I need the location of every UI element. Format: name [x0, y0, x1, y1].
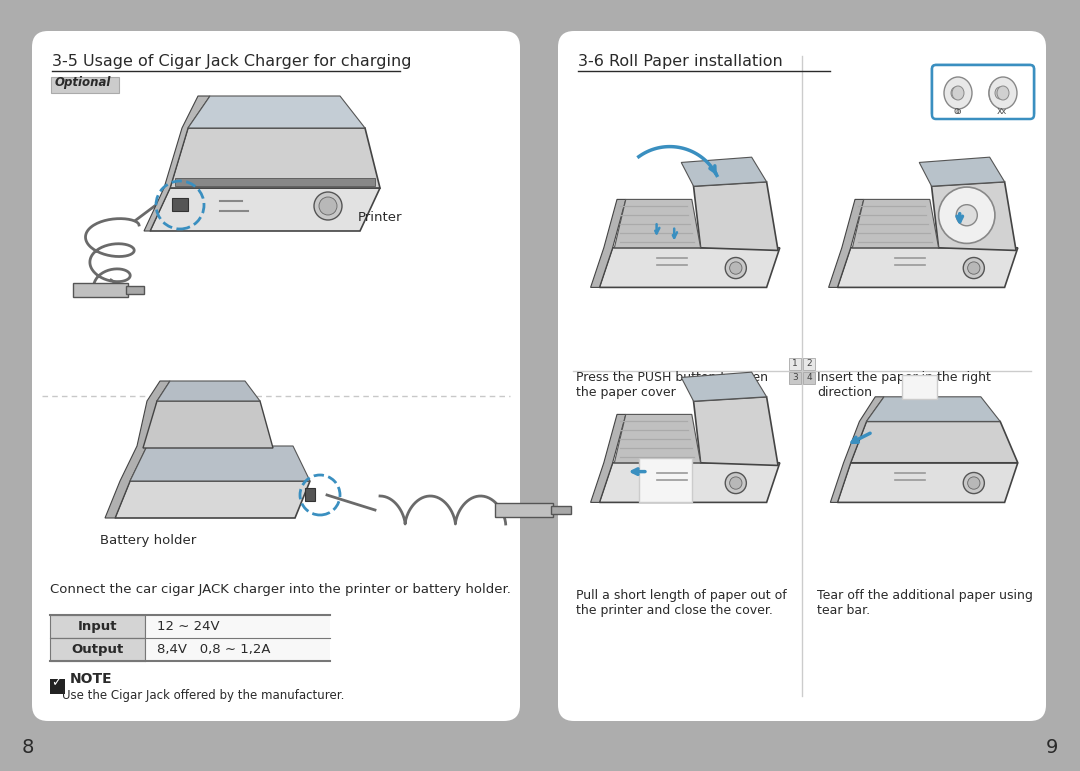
Text: o: o	[955, 107, 961, 116]
Text: 3-5 Usage of Cigar Jack Charger for charging: 3-5 Usage of Cigar Jack Charger for char…	[52, 54, 411, 69]
Circle shape	[963, 258, 984, 278]
Circle shape	[730, 477, 742, 490]
Ellipse shape	[944, 77, 972, 109]
Polygon shape	[693, 182, 778, 251]
Text: 8,4V   0,8 ∼ 1,2A: 8,4V 0,8 ∼ 1,2A	[157, 643, 270, 656]
Bar	[145, 615, 330, 638]
Circle shape	[726, 258, 746, 278]
Circle shape	[956, 204, 977, 226]
Ellipse shape	[989, 79, 1011, 107]
Text: 3-6 Roll Paper installation: 3-6 Roll Paper installation	[578, 54, 783, 69]
FancyBboxPatch shape	[932, 65, 1034, 117]
Text: Connect the car cigar JACK charger into the printer or battery holder.: Connect the car cigar JACK charger into …	[50, 583, 511, 596]
Text: ✓: ✓	[52, 676, 62, 689]
Circle shape	[726, 473, 746, 493]
Text: Pull a short length of paper out of
the printer and close the cover.: Pull a short length of paper out of the …	[576, 589, 786, 617]
Text: Press the PUSH button to open
the paper cover: Press the PUSH button to open the paper …	[576, 371, 768, 399]
Polygon shape	[681, 372, 767, 401]
Bar	[126, 286, 144, 294]
Text: NOTE: NOTE	[70, 672, 112, 686]
Circle shape	[968, 262, 980, 274]
Ellipse shape	[945, 79, 967, 107]
Text: Printer: Printer	[357, 211, 403, 224]
Polygon shape	[837, 247, 1017, 288]
Polygon shape	[591, 414, 625, 503]
Ellipse shape	[951, 86, 964, 100]
Bar	[50, 679, 65, 694]
Polygon shape	[919, 157, 1004, 187]
Polygon shape	[693, 397, 778, 466]
Bar	[51, 77, 119, 93]
Polygon shape	[172, 198, 188, 211]
Bar	[804, 358, 815, 370]
Circle shape	[314, 192, 342, 220]
Polygon shape	[902, 375, 936, 399]
Text: Insert the paper in the right
direction: Insert the paper in the right direction	[816, 371, 990, 399]
Polygon shape	[599, 247, 780, 288]
Text: Output: Output	[71, 643, 123, 656]
Text: Optional: Optional	[55, 76, 111, 89]
Bar	[804, 372, 815, 384]
Bar	[73, 283, 129, 297]
Polygon shape	[851, 422, 1017, 463]
Polygon shape	[170, 128, 380, 188]
Polygon shape	[615, 200, 701, 247]
Circle shape	[963, 473, 984, 493]
FancyBboxPatch shape	[932, 65, 1034, 119]
Polygon shape	[150, 188, 380, 231]
Bar	[50, 638, 145, 661]
Bar	[50, 615, 145, 638]
FancyBboxPatch shape	[558, 31, 1047, 721]
Text: 12 ∼ 24V: 12 ∼ 24V	[157, 620, 219, 633]
Polygon shape	[866, 397, 1000, 422]
Ellipse shape	[951, 87, 961, 99]
Text: 4: 4	[806, 373, 812, 382]
Text: Input: Input	[78, 620, 118, 633]
Bar	[789, 358, 801, 370]
Text: Tear off the additional paper using
tear bar.: Tear off the additional paper using tear…	[816, 589, 1032, 617]
Circle shape	[939, 187, 995, 244]
Bar	[551, 506, 571, 514]
Text: 1: 1	[792, 359, 798, 369]
Polygon shape	[143, 401, 273, 448]
Polygon shape	[639, 459, 692, 503]
Ellipse shape	[989, 77, 1017, 109]
Text: x: x	[1000, 107, 1005, 116]
Polygon shape	[591, 200, 625, 288]
Text: o: o	[953, 106, 959, 116]
Bar	[145, 638, 330, 661]
Bar	[789, 372, 801, 384]
Polygon shape	[305, 488, 315, 501]
Polygon shape	[114, 481, 310, 518]
Polygon shape	[681, 157, 767, 187]
Text: 3: 3	[792, 373, 798, 382]
Polygon shape	[130, 446, 310, 481]
Text: 8: 8	[22, 738, 35, 757]
Polygon shape	[105, 381, 170, 518]
Text: 2: 2	[806, 359, 812, 369]
Polygon shape	[932, 182, 1016, 251]
Text: Use the Cigar Jack offered by the manufacturer.: Use the Cigar Jack offered by the manufa…	[62, 689, 345, 702]
Text: Battery holder: Battery holder	[100, 534, 197, 547]
Circle shape	[730, 262, 742, 274]
FancyBboxPatch shape	[32, 31, 519, 721]
Bar	[495, 503, 553, 517]
Text: 9: 9	[1045, 738, 1058, 757]
Polygon shape	[157, 381, 260, 401]
Polygon shape	[828, 200, 864, 288]
Polygon shape	[599, 463, 780, 503]
Polygon shape	[188, 96, 365, 128]
Polygon shape	[144, 96, 210, 231]
Polygon shape	[837, 463, 1017, 503]
Circle shape	[319, 197, 337, 215]
Polygon shape	[852, 200, 939, 247]
Text: x: x	[997, 106, 1003, 116]
Polygon shape	[831, 397, 885, 503]
Ellipse shape	[997, 86, 1009, 100]
Polygon shape	[175, 178, 375, 186]
Ellipse shape	[995, 87, 1005, 99]
Circle shape	[968, 477, 980, 490]
Polygon shape	[615, 414, 701, 463]
